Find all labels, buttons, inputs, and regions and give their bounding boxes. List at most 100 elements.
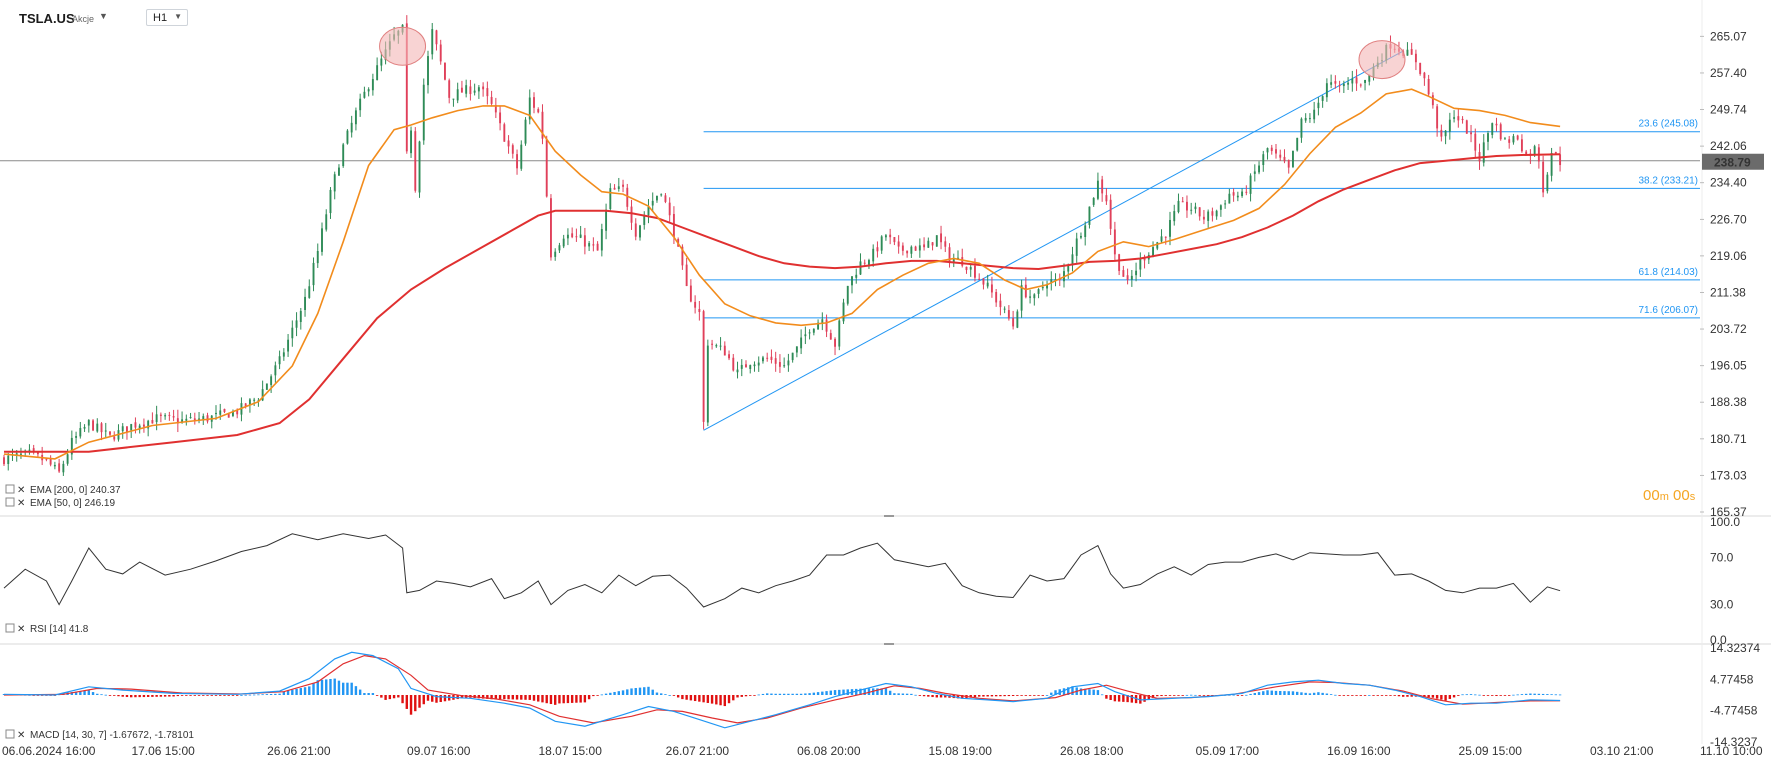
symbol-dropdown-icon[interactable]: ▼ [99, 11, 108, 21]
settings-icon[interactable] [5, 623, 15, 633]
macd-histogram-bar [893, 693, 896, 695]
rsi-line[interactable] [3, 533, 1561, 608]
candle-body [232, 411, 234, 416]
macd-histogram-bar [1478, 694, 1481, 696]
macd-histogram-bar [236, 695, 239, 696]
candle-body [410, 130, 412, 154]
candle-body [486, 88, 489, 97]
candle-body [1355, 77, 1358, 84]
macd-histogram-bar [931, 695, 934, 698]
macd-histogram-bar [592, 695, 595, 697]
candle-body [762, 357, 764, 362]
candle-body [651, 200, 654, 206]
macd-histogram-bar [257, 694, 260, 696]
candle-body [1542, 161, 1545, 193]
candle-body [613, 187, 616, 190]
macd-histogram-bar [1317, 692, 1320, 695]
timeframe-select[interactable]: H1 ▼ [146, 9, 188, 26]
settings-icon[interactable] [5, 497, 15, 507]
macd-histogram-bar [426, 695, 430, 701]
price-panel[interactable]: 23.6 (245.08) 38.2 (233.21) 61.8 (214.03) 7… [0, 15, 1700, 476]
candle-body [541, 111, 544, 139]
macd-panel[interactable] [2, 651, 1562, 729]
macd-legend: MACD [14, 30, 7] -1.67672, -1.78101 [30, 730, 194, 741]
rsi-y-tick-label: 30.0 [1710, 598, 1734, 612]
symbol-label[interactable]: TSLA.US [19, 11, 75, 26]
candle-body [70, 437, 73, 455]
macd-histogram-bar [392, 695, 396, 699]
macd-line[interactable] [3, 651, 1561, 729]
macd-histogram-bar [973, 695, 977, 698]
candle-body [253, 399, 256, 401]
candle-body [583, 235, 586, 247]
candle-body [227, 413, 230, 418]
macd-histogram-bar [1092, 689, 1095, 695]
ema200-line[interactable] [4, 153, 1561, 453]
rsi-panel[interactable] [3, 533, 1561, 608]
trend-line[interactable] [703, 50, 1404, 431]
highlight-circle[interactable] [379, 26, 427, 66]
candle-body [142, 424, 145, 427]
macd-histogram-bar [299, 688, 302, 695]
candle-body [350, 122, 353, 133]
candle-body [1046, 284, 1048, 289]
candle-body [1071, 254, 1074, 266]
rsi-macd-separator-handle[interactable] [884, 643, 894, 645]
candle-body [168, 414, 171, 416]
price-rsi-separator-handle[interactable] [884, 515, 894, 517]
macd-histogram-bar [1245, 694, 1248, 696]
settings-icon[interactable] [5, 729, 15, 739]
candle-body [490, 96, 493, 104]
candle-body [901, 245, 904, 251]
macd-histogram-bar [113, 695, 116, 696]
macd-histogram-bar [1533, 693, 1536, 695]
ema50-line[interactable] [3, 88, 1561, 460]
candle-body [20, 453, 22, 455]
candle-body [749, 365, 752, 370]
highlight-circle[interactable] [1358, 40, 1406, 80]
candle-body [889, 234, 892, 238]
candle-body [571, 233, 574, 238]
candle-body [1440, 129, 1443, 137]
candle-body [1325, 83, 1328, 98]
candle-body [1186, 201, 1188, 211]
candle-body [596, 243, 599, 251]
close-icon[interactable]: ✕ [17, 730, 25, 741]
candle-body [1550, 153, 1553, 176]
candle-body [53, 464, 56, 467]
candle-body [829, 333, 832, 340]
candle-body [617, 186, 620, 190]
close-icon[interactable]: ✕ [17, 485, 25, 496]
candle-body [1516, 135, 1519, 140]
close-icon[interactable]: ✕ [17, 498, 25, 509]
macd-histogram-bar [142, 695, 146, 698]
macd-histogram-bar [1045, 695, 1049, 696]
settings-icon[interactable] [5, 484, 15, 494]
candle-body [338, 167, 340, 176]
macd-histogram-bar [922, 695, 926, 697]
candle-body [774, 358, 777, 364]
macd-histogram-bar [702, 695, 705, 703]
macd-histogram-bar [456, 695, 459, 700]
candle-body [681, 246, 684, 266]
candle-body [672, 214, 675, 238]
candle-body [880, 236, 883, 251]
close-icon[interactable]: ✕ [17, 624, 25, 635]
rsi-legend: RSI [14] 41.8 [30, 624, 89, 635]
candle-body [1275, 149, 1277, 154]
candle-body [1126, 275, 1129, 280]
candle-body [1177, 200, 1180, 213]
candle-body [1334, 81, 1337, 84]
candle-body [685, 264, 688, 287]
candle-body [732, 357, 735, 371]
macd-histogram-bar [914, 694, 917, 696]
macd-histogram-bar [240, 695, 243, 696]
macd-signal-line[interactable] [3, 654, 1561, 724]
macd-histogram-bar [579, 695, 582, 703]
price-y-tick-label: 234.40 [1710, 176, 1747, 190]
candle-body [1321, 96, 1324, 101]
candle-body [855, 274, 858, 278]
current-price-value: 238.79 [1714, 156, 1751, 170]
candle-body [1003, 308, 1006, 310]
